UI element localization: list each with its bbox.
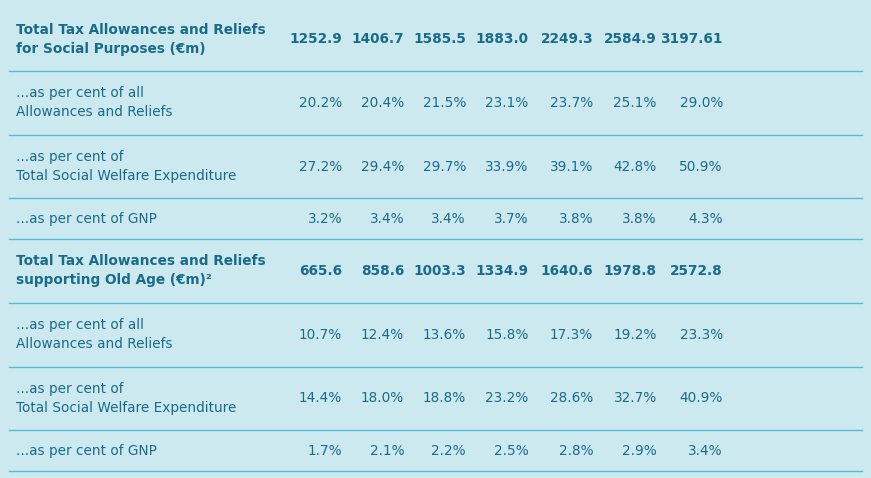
- Text: 2249.3: 2249.3: [540, 32, 593, 46]
- Text: 29.4%: 29.4%: [361, 160, 404, 174]
- Text: 3.4%: 3.4%: [688, 444, 723, 457]
- Text: 29.0%: 29.0%: [679, 96, 723, 110]
- Text: 1585.5: 1585.5: [413, 32, 466, 46]
- Text: 665.6: 665.6: [299, 264, 342, 278]
- Text: 23.7%: 23.7%: [550, 96, 593, 110]
- Text: 28.6%: 28.6%: [550, 391, 593, 405]
- Text: 3.7%: 3.7%: [494, 212, 529, 226]
- Text: 12.4%: 12.4%: [361, 327, 404, 342]
- Text: Allowances and Reliefs: Allowances and Reliefs: [16, 337, 172, 351]
- Text: 15.8%: 15.8%: [485, 327, 529, 342]
- Text: 17.3%: 17.3%: [550, 327, 593, 342]
- Text: 23.2%: 23.2%: [485, 391, 529, 405]
- Text: 3.4%: 3.4%: [431, 212, 466, 226]
- Text: 1640.6: 1640.6: [541, 264, 593, 278]
- Text: 3.8%: 3.8%: [622, 212, 657, 226]
- Text: 42.8%: 42.8%: [613, 160, 657, 174]
- Text: 3.8%: 3.8%: [558, 212, 593, 226]
- Text: ...as per cent of: ...as per cent of: [16, 150, 123, 164]
- Text: 2.8%: 2.8%: [558, 444, 593, 457]
- Text: 14.4%: 14.4%: [299, 391, 342, 405]
- Text: 33.9%: 33.9%: [485, 160, 529, 174]
- Text: 1334.9: 1334.9: [476, 264, 529, 278]
- Text: 1003.3: 1003.3: [413, 264, 466, 278]
- Text: 4.3%: 4.3%: [688, 212, 723, 226]
- Text: ...as per cent of GNP: ...as per cent of GNP: [16, 212, 157, 226]
- Text: ...as per cent of all: ...as per cent of all: [16, 318, 144, 332]
- Text: 32.7%: 32.7%: [613, 391, 657, 405]
- Text: 858.6: 858.6: [361, 264, 404, 278]
- Text: 1978.8: 1978.8: [604, 264, 657, 278]
- Text: supporting Old Age (€m)²: supporting Old Age (€m)²: [16, 273, 212, 287]
- Text: 13.6%: 13.6%: [422, 327, 466, 342]
- Text: 50.9%: 50.9%: [679, 160, 723, 174]
- Text: 1406.7: 1406.7: [352, 32, 404, 46]
- Text: ...as per cent of: ...as per cent of: [16, 382, 123, 396]
- Text: 1883.0: 1883.0: [476, 32, 529, 46]
- Text: 1.7%: 1.7%: [307, 444, 342, 457]
- Text: 39.1%: 39.1%: [550, 160, 593, 174]
- Text: 19.2%: 19.2%: [613, 327, 657, 342]
- Text: 3.4%: 3.4%: [369, 212, 404, 226]
- Text: ...as per cent of GNP: ...as per cent of GNP: [16, 444, 157, 457]
- Text: 18.0%: 18.0%: [361, 391, 404, 405]
- Text: 27.2%: 27.2%: [299, 160, 342, 174]
- Text: 23.1%: 23.1%: [485, 96, 529, 110]
- Text: for Social Purposes (€m): for Social Purposes (€m): [16, 42, 206, 55]
- Text: 23.3%: 23.3%: [679, 327, 723, 342]
- Text: 2.9%: 2.9%: [622, 444, 657, 457]
- Text: 18.8%: 18.8%: [422, 391, 466, 405]
- Text: 10.7%: 10.7%: [299, 327, 342, 342]
- Text: 29.7%: 29.7%: [422, 160, 466, 174]
- Text: 20.2%: 20.2%: [299, 96, 342, 110]
- Text: 25.1%: 25.1%: [613, 96, 657, 110]
- Text: 2.5%: 2.5%: [494, 444, 529, 457]
- Text: Allowances and Reliefs: Allowances and Reliefs: [16, 105, 172, 120]
- Text: ...as per cent of all: ...as per cent of all: [16, 87, 144, 100]
- Text: 2.2%: 2.2%: [431, 444, 466, 457]
- Text: 20.4%: 20.4%: [361, 96, 404, 110]
- Text: 3197.61: 3197.61: [660, 32, 723, 46]
- Text: 40.9%: 40.9%: [679, 391, 723, 405]
- Text: 21.5%: 21.5%: [422, 96, 466, 110]
- Text: Total Tax Allowances and Reliefs: Total Tax Allowances and Reliefs: [16, 254, 266, 269]
- Text: 1252.9: 1252.9: [289, 32, 342, 46]
- Text: 2572.8: 2572.8: [670, 264, 723, 278]
- Text: 2.1%: 2.1%: [369, 444, 404, 457]
- Text: 3.2%: 3.2%: [307, 212, 342, 226]
- Text: 2584.9: 2584.9: [604, 32, 657, 46]
- Text: Total Social Welfare Expenditure: Total Social Welfare Expenditure: [16, 169, 236, 183]
- Text: Total Tax Allowances and Reliefs: Total Tax Allowances and Reliefs: [16, 22, 266, 37]
- Text: Total Social Welfare Expenditure: Total Social Welfare Expenditure: [16, 401, 236, 415]
